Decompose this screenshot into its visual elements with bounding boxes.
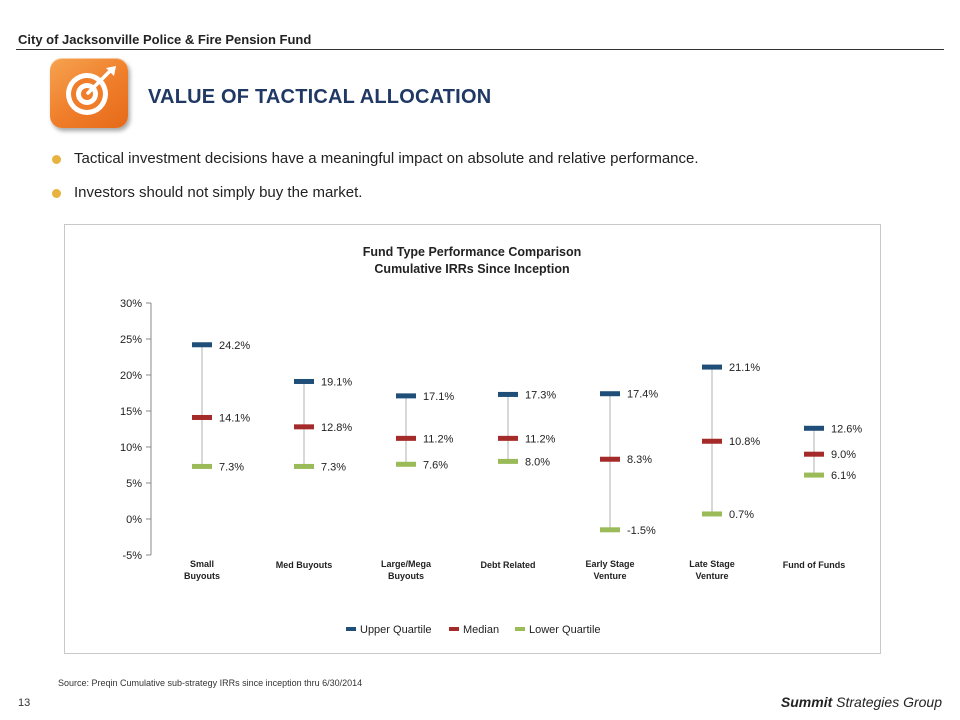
data-marker [294, 463, 314, 469]
data-label: 8.3% [627, 454, 652, 466]
data-label: 17.3% [525, 389, 556, 401]
brand-bold: Summit [780, 694, 833, 710]
y-tick-label: 30% [120, 298, 142, 310]
y-tick-label: -5% [122, 550, 142, 562]
y-tick-label: 15% [120, 406, 142, 418]
data-label: 12.6% [831, 423, 862, 435]
legend-swatch [515, 627, 525, 631]
bullet-item: Tactical investment decisions have a mea… [52, 149, 699, 183]
data-marker [192, 342, 212, 348]
data-marker [498, 391, 518, 397]
data-label: 0.7% [729, 509, 754, 521]
chart-container: Fund Type Performance Comparison Cumulati… [64, 224, 881, 654]
chart-subtitle: Cumulative IRRs Since Inception [374, 262, 569, 276]
data-label: 21.1% [729, 362, 760, 374]
y-tick-label: 0% [126, 514, 142, 526]
target-icon [50, 58, 128, 128]
data-marker [702, 364, 722, 370]
data-label: 7.3% [321, 461, 346, 473]
section-title: VALUE OF TACTICAL ALLOCATION [148, 86, 492, 108]
data-label: 11.2% [423, 433, 454, 445]
bullet-dot-icon [52, 155, 61, 164]
x-category-label: Venture [593, 571, 626, 581]
page-number: 13 [18, 697, 31, 709]
data-label: 6.1% [831, 470, 856, 482]
y-tick-label: 25% [120, 334, 142, 346]
data-label: 9.0% [831, 449, 856, 461]
x-category-label: Small [190, 559, 214, 569]
x-category-label: Debt Related [480, 560, 535, 570]
data-marker [804, 472, 824, 478]
x-category-label: Med Buyouts [276, 560, 333, 570]
legend-label: Median [463, 624, 499, 636]
bullet-text: Tactical investment decisions have a mea… [74, 150, 699, 167]
x-category-label: Early Stage [585, 559, 634, 569]
y-tick-label: 5% [126, 478, 142, 490]
data-marker [396, 393, 416, 399]
data-marker [600, 527, 620, 533]
x-category-label: Fund of Funds [783, 560, 845, 570]
data-marker [294, 424, 314, 430]
data-marker [702, 511, 722, 517]
data-label: 14.1% [219, 412, 250, 424]
bullet-item: Investors should not simply buy the mark… [52, 183, 699, 217]
data-marker [192, 463, 212, 469]
data-label: 12.8% [321, 422, 352, 434]
data-marker [600, 456, 620, 462]
bullet-list: Tactical investment decisions have a mea… [52, 149, 699, 217]
data-marker [396, 435, 416, 441]
data-marker [804, 425, 824, 431]
x-category-label: Buyouts [388, 571, 424, 581]
data-label: 7.3% [219, 461, 244, 473]
data-marker [600, 391, 620, 397]
fund-performance-chart: Fund Type Performance Comparison Cumulati… [120, 245, 862, 636]
x-category-label: Late Stage [689, 559, 735, 569]
header-divider [16, 49, 944, 50]
legend-swatch [449, 627, 459, 631]
x-category-label: Venture [695, 571, 728, 581]
data-marker [498, 458, 518, 464]
data-label: -1.5% [627, 525, 656, 537]
x-category-label: Buyouts [184, 571, 220, 581]
data-label: 17.4% [627, 389, 658, 401]
brand-rest: Strategies Group [832, 694, 942, 710]
y-tick-label: 20% [120, 370, 142, 382]
legend-swatch [346, 627, 356, 631]
source-note: Source: Preqin Cumulative sub-strategy I… [58, 678, 363, 688]
data-label: 24.2% [219, 340, 250, 352]
x-category-label: Large/Mega [381, 559, 432, 569]
legend-label: Upper Quartile [360, 624, 432, 636]
chart-title: Fund Type Performance Comparison [363, 245, 582, 259]
data-label: 10.8% [729, 436, 760, 448]
brand-logo: Summit Strategies Group [781, 694, 942, 710]
data-marker [702, 438, 722, 444]
data-label: 17.1% [423, 391, 454, 403]
data-label: 11.2% [525, 433, 556, 445]
data-marker [498, 435, 518, 441]
document-header-title: City of Jacksonville Police & Fire Pensi… [18, 32, 312, 47]
data-marker [192, 414, 212, 420]
data-label: 7.6% [423, 459, 448, 471]
y-tick-label: 10% [120, 442, 142, 454]
data-label: 19.1% [321, 376, 352, 388]
data-marker [804, 451, 824, 457]
bullet-text: Investors should not simply buy the mark… [74, 184, 363, 201]
data-label: 8.0% [525, 456, 550, 468]
data-marker [396, 461, 416, 467]
bullet-dot-icon [52, 189, 61, 198]
data-marker [294, 378, 314, 384]
legend-label: Lower Quartile [529, 624, 601, 636]
